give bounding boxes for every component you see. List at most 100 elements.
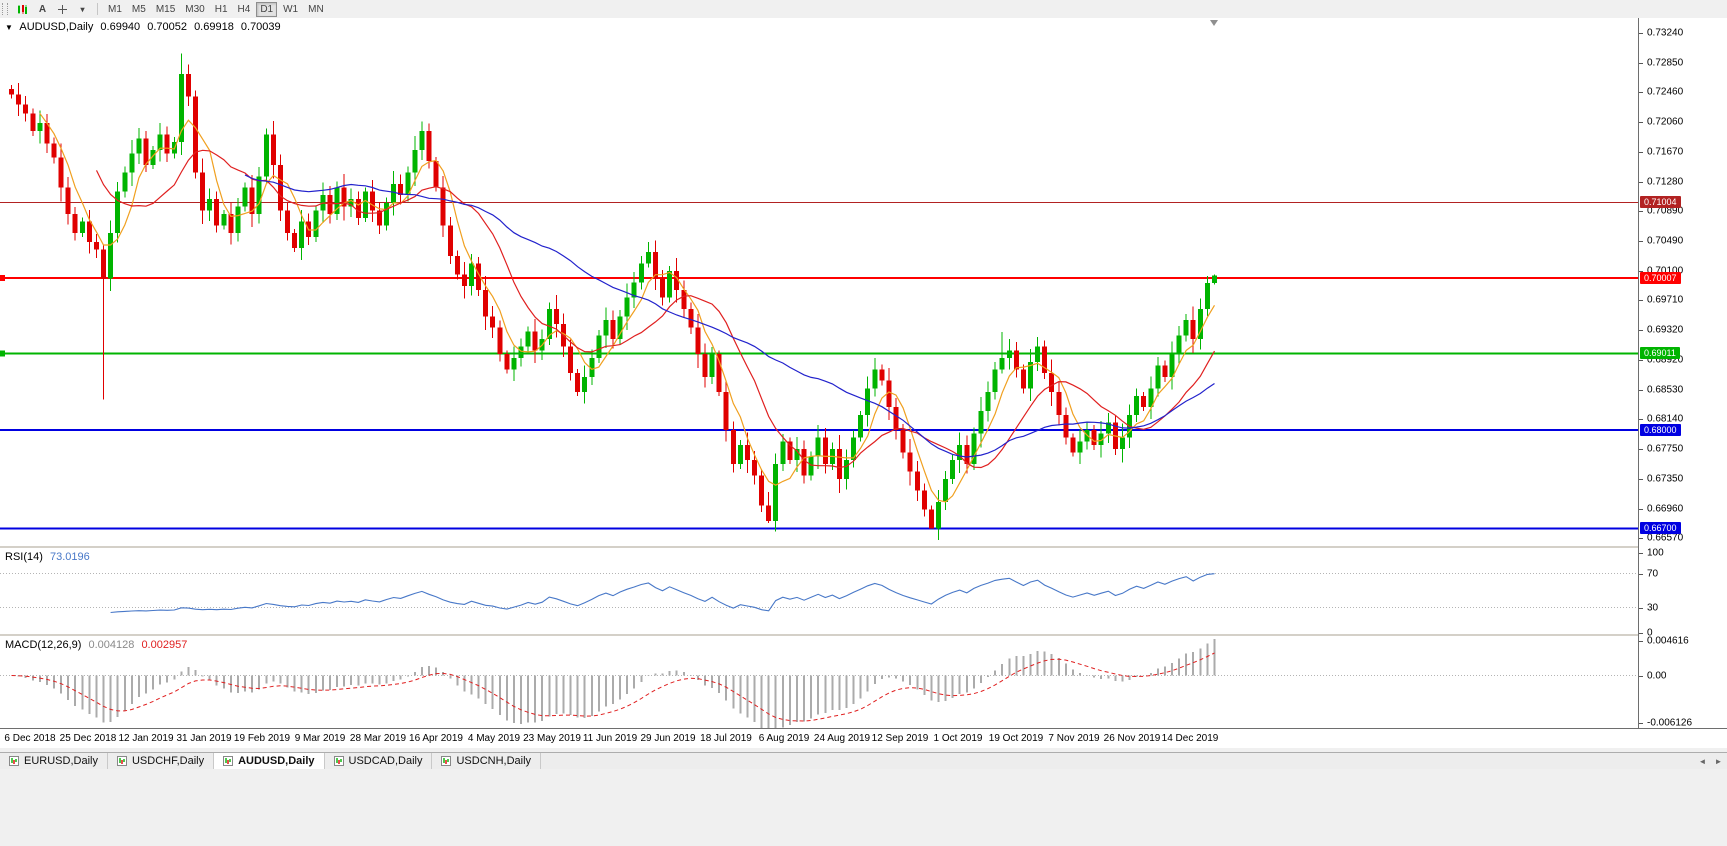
axis-tick-mark	[1639, 553, 1643, 554]
price-tick-label: 0.70100	[1647, 265, 1684, 277]
text-annotation-button[interactable]: A	[34, 2, 51, 17]
timeframe-button-d1[interactable]: D1	[256, 1, 278, 17]
price-chart-panel[interactable]: ▼ AUDUSD,Daily 0.69940 0.70052 0.69918 0…	[0, 18, 1638, 545]
rsi-plot[interactable]	[0, 548, 1638, 633]
price-tick-label: 0.70890	[1647, 205, 1684, 217]
price-tick-label: 0.67350	[1647, 473, 1684, 485]
chart-tab-icon	[116, 756, 127, 766]
date-label: 23 May 2019	[523, 733, 581, 744]
chart-tab-icon	[333, 756, 344, 766]
timeframe-button-mn[interactable]: MN	[308, 3, 324, 15]
macd-indicator-panel[interactable]: MACD(12,26,9) 0.004128 0.002957	[0, 636, 1638, 728]
chart-tab-audusd[interactable]: AUDUSD,Daily	[214, 753, 325, 769]
date-label: 24 Aug 2019	[813, 733, 871, 744]
date-label: 1 Oct 2019	[933, 733, 983, 744]
date-label: 12 Sep 2019	[871, 733, 929, 744]
price-tick-label: 0.67750	[1647, 443, 1684, 455]
date-label: 6 Aug 2019	[758, 733, 810, 744]
timeframe-button-w1[interactable]: W1	[283, 3, 299, 15]
axis-tick-mark	[1639, 241, 1643, 242]
draw-tools-dropdown-button[interactable]: ▾	[74, 2, 91, 17]
chart-menu-arrow-icon[interactable]: ▼	[5, 23, 13, 32]
axis-tick-mark	[1639, 390, 1643, 391]
axis-tick-mark	[1639, 676, 1643, 677]
ohlc-close: 0.70039	[240, 21, 281, 33]
axis-tick-mark	[1639, 92, 1643, 93]
date-label: 16 Apr 2019	[409, 733, 463, 744]
price-tick-label: 0.66960	[1647, 503, 1684, 515]
axis-tick-mark	[1639, 360, 1643, 361]
axis-tick-mark	[1639, 449, 1643, 450]
axis-tick-mark	[1639, 300, 1643, 301]
toolbar-separator	[97, 3, 98, 15]
price-tick-label: 0.70490	[1647, 235, 1684, 247]
rsi-tick-label: 70	[1647, 568, 1659, 579]
chart-tab-icon	[9, 756, 19, 766]
tab-scroll-right-button[interactable]: ►	[1714, 756, 1723, 766]
axis-tick-mark	[1639, 330, 1643, 331]
rsi-value: 73.0196	[49, 551, 90, 563]
tab-scroll-left-button[interactable]: ◄	[1698, 756, 1707, 766]
toolbar-grip[interactable]	[2, 3, 8, 15]
crosshair-button[interactable]	[53, 2, 72, 17]
chart-shift-marker-icon[interactable]	[1210, 20, 1218, 26]
rsi-label: RSI(14)	[5, 551, 43, 563]
symbol-header: ▼ AUDUSD,Daily 0.69940 0.70052 0.69918 0…	[5, 21, 285, 33]
date-label: 19 Oct 2019	[988, 733, 1044, 744]
timeframe-button-m15[interactable]: M15	[155, 3, 176, 15]
status-area	[0, 769, 1727, 846]
rsi-tick-label: 100	[1647, 547, 1664, 559]
chart-tab-label: USDCNH,Daily	[456, 755, 532, 767]
axis-tick-mark	[1639, 122, 1643, 123]
timeframe-button-h4[interactable]: H4	[237, 3, 251, 15]
chart-tab-usdcad[interactable]: USDCAD,Daily	[324, 753, 433, 769]
text-annotation-icon: A	[38, 3, 47, 15]
candlestick-plot[interactable]	[0, 18, 1638, 545]
axis-tick-mark	[1639, 419, 1643, 420]
date-label: 12 Jan 2019	[118, 733, 174, 744]
date-label: 7 Nov 2019	[1048, 733, 1100, 744]
macd-plot[interactable]	[0, 636, 1638, 728]
chart-tab-eurusd[interactable]: EURUSD,Daily	[0, 753, 108, 769]
rsi-indicator-panel[interactable]: RSI(14) 73.0196	[0, 548, 1638, 633]
chart-tab-icon	[223, 756, 234, 766]
macd-header: MACD(12,26,9) 0.004128 0.002957	[5, 639, 191, 651]
axis-tick-mark	[1639, 723, 1643, 724]
time-axis[interactable]: 6 Dec 2018 25 Dec 2018 12 Jan 2019 31 Jan 2…	[0, 728, 1727, 748]
candlestick-chart-button[interactable]	[13, 2, 32, 17]
price-tick-label: 0.72850	[1647, 57, 1684, 69]
macd-label: MACD(12,26,9)	[5, 639, 82, 651]
price-tick-label: 0.68530	[1647, 384, 1684, 396]
price-axis[interactable]: 0.73240 0.72850 0.72460 0.72060 0.71670 0.712…	[1638, 18, 1727, 728]
timeframe-button-h1[interactable]: H1	[214, 3, 228, 15]
date-label: 14 Dec 2019	[1161, 733, 1219, 744]
macd-main-value: 0.004128	[88, 639, 135, 651]
chart-tab-usdchf[interactable]: USDCHF,Daily	[107, 753, 215, 769]
axis-tick-mark	[1639, 182, 1643, 183]
chart-tab-label: USDCAD,Daily	[348, 755, 423, 767]
timeframe-button-m5[interactable]: M5	[131, 3, 146, 15]
date-label: 19 Feb 2019	[233, 733, 291, 744]
date-label: 9 Mar 2019	[294, 733, 346, 744]
candlestick-chart-icon	[18, 4, 27, 14]
axis-tick-mark	[1639, 271, 1643, 272]
ohlc-low: 0.69918	[194, 21, 234, 33]
axis-tick-mark	[1639, 63, 1643, 64]
rsi-header: RSI(14) 73.0196	[5, 551, 94, 563]
price-line-label: 0.71004	[1640, 196, 1681, 209]
axis-tick-mark	[1639, 211, 1643, 212]
date-label: 31 Jan 2019	[176, 733, 232, 744]
timeframe-button-m30[interactable]: M30	[185, 3, 205, 15]
price-tick-label: 0.72460	[1647, 86, 1684, 98]
axis-tick-mark	[1639, 574, 1643, 575]
crosshair-icon	[58, 4, 67, 14]
timeframe-button-m1[interactable]: M1	[108, 3, 122, 15]
chart-tab-usdcnh[interactable]: USDCNH,Daily	[432, 753, 542, 769]
axis-tick-mark	[1639, 479, 1643, 480]
date-label: 25 Dec 2018	[59, 733, 117, 744]
rsi-tick-label: 30	[1647, 602, 1659, 613]
rsi-tick-label: 0	[1647, 627, 1653, 639]
price-tick-label: 0.69710	[1647, 294, 1684, 306]
tab-scroll-arrows: ◄ ►	[1696, 753, 1725, 769]
chart-tab-label: USDCHF,Daily	[131, 755, 205, 767]
